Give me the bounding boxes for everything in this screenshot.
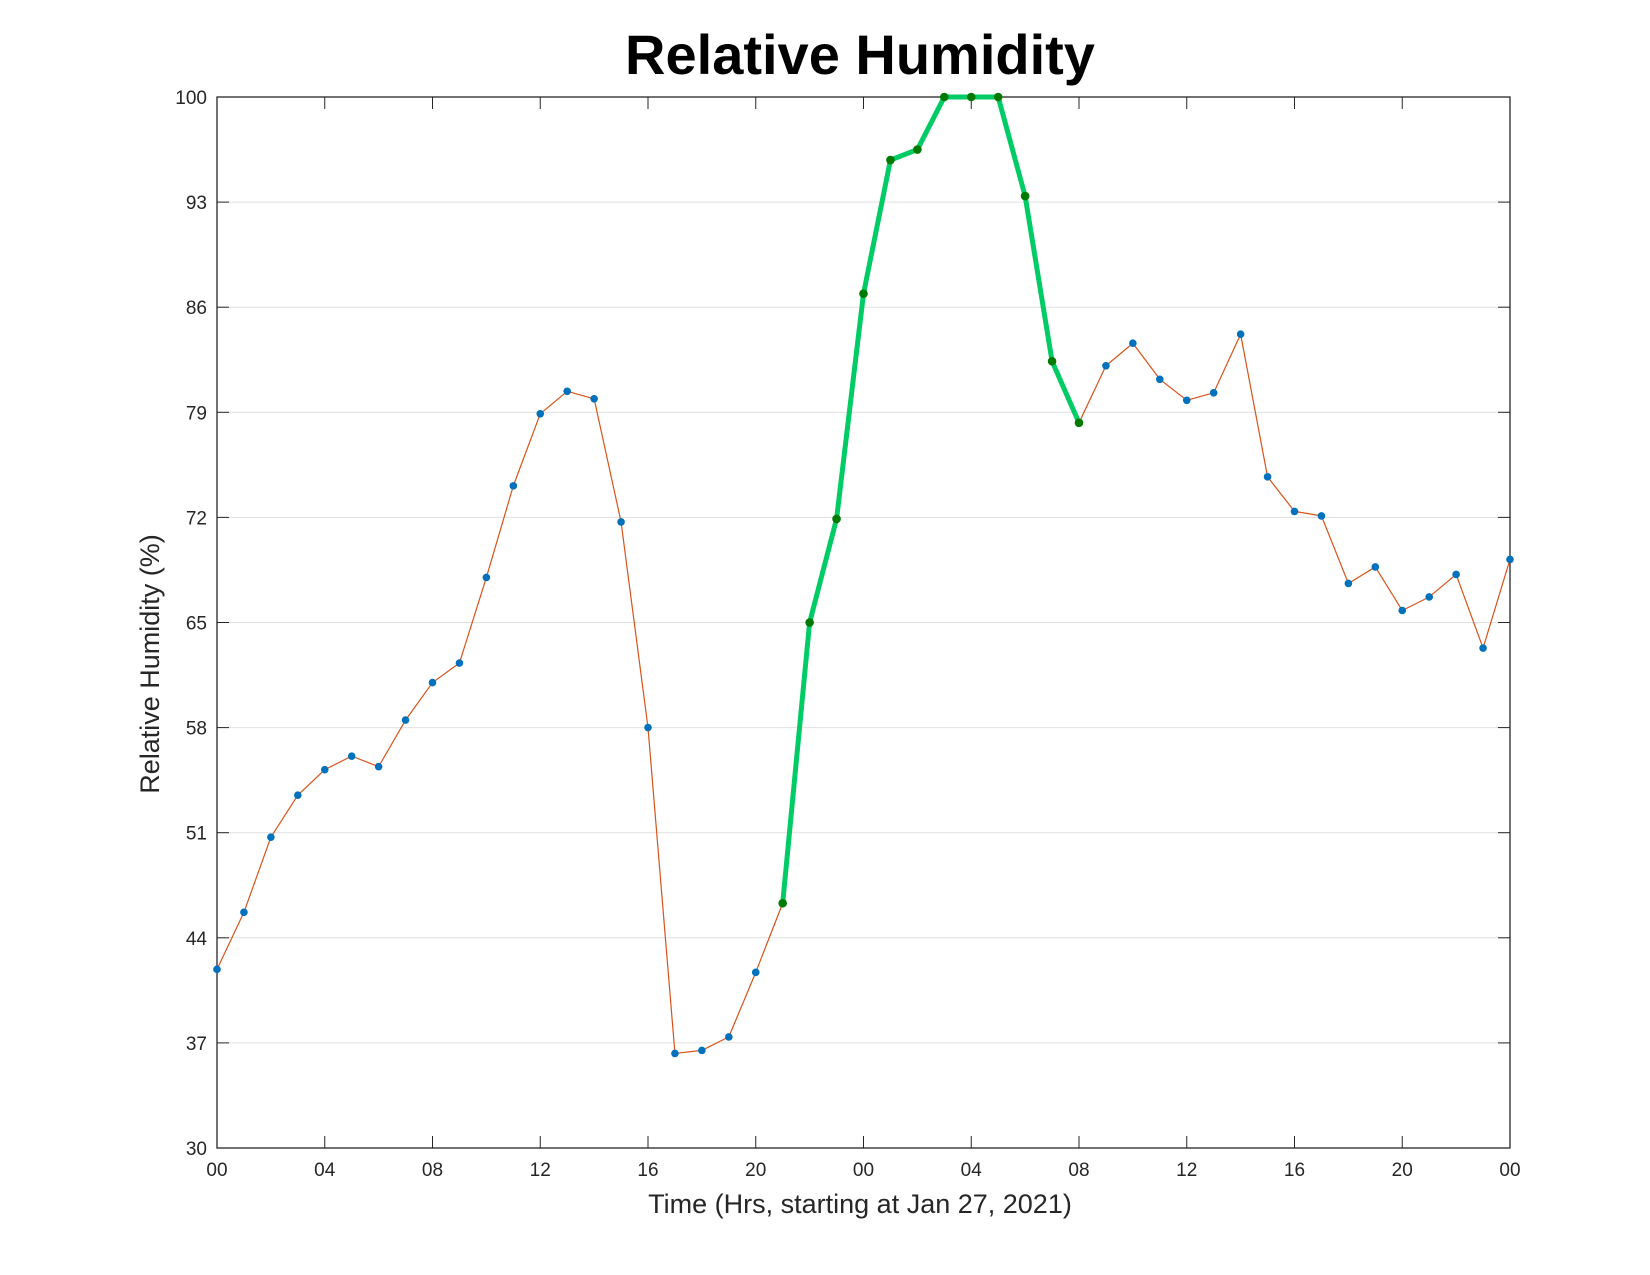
data-point	[1344, 579, 1353, 588]
x-tick-label: 16	[637, 1160, 658, 1181]
y-tick-label: 65	[186, 614, 207, 635]
data-point	[1102, 361, 1110, 370]
data-point	[1452, 570, 1460, 579]
data-point	[886, 155, 895, 165]
data-point	[428, 678, 437, 687]
chart-text: Relative Humidity Time (Hrs, starting at…	[135, 23, 1095, 1219]
x-tick-label: 00	[206, 1160, 227, 1181]
data-point	[590, 394, 598, 403]
data-point	[1290, 507, 1299, 516]
data-point	[1074, 418, 1084, 428]
chart-title: Relative Humidity	[625, 23, 1095, 86]
y-tick-label: 58	[186, 719, 207, 740]
x-tick-label: 20	[1392, 1160, 1413, 1181]
y-tick-label: 72	[186, 508, 207, 529]
data-point	[859, 289, 868, 298]
data-point	[644, 723, 652, 732]
grid	[217, 201, 1510, 1044]
x-tick-label: 08	[1068, 1160, 1089, 1181]
data-point	[347, 752, 356, 760]
data-point	[966, 92, 976, 102]
plot-frame	[216, 96, 1511, 1149]
y-tick-label: 86	[186, 298, 207, 319]
data-point	[698, 1046, 706, 1055]
data-point	[509, 482, 518, 490]
data-point	[1047, 356, 1057, 366]
data-point	[563, 387, 571, 396]
data-point	[1506, 555, 1514, 564]
series-highlight-line	[780, 94, 1082, 906]
data-point	[320, 765, 329, 774]
data-point	[213, 965, 221, 974]
data-point	[1425, 593, 1433, 601]
x-axis-label: Time (Hrs, starting at Jan 27, 2021)	[648, 1189, 1072, 1219]
data-point	[1156, 375, 1164, 384]
data-point	[1209, 388, 1218, 397]
data-point	[778, 898, 787, 908]
x-tick-label: 00	[1499, 1160, 1520, 1181]
data-point	[751, 968, 760, 977]
data-point	[1479, 644, 1487, 652]
data-point	[1263, 473, 1272, 481]
data-point	[482, 573, 491, 582]
data-point	[267, 833, 275, 842]
data-point	[374, 762, 383, 771]
y-axis-label: Relative Humidity (%)	[135, 534, 165, 794]
y-tick-label: 93	[186, 193, 207, 214]
data-point	[617, 518, 625, 526]
x-tick-label: 08	[422, 1160, 443, 1181]
data-point	[240, 908, 248, 917]
x-tick-label: 12	[1176, 1160, 1197, 1181]
data-point	[993, 92, 1003, 102]
data-point	[401, 716, 410, 724]
data-point	[1020, 191, 1030, 201]
data-point	[671, 1049, 679, 1058]
data-point	[913, 145, 922, 154]
y-tick-label: 79	[186, 403, 207, 424]
axes: 30 37 44 51 58 65 72 79 86 93 100 00 04 08 12 16 20 00 04 0…	[175, 88, 1520, 1181]
x-tick-label: 12	[530, 1160, 551, 1181]
x-tick-label: 04	[314, 1160, 336, 1181]
data-point	[1398, 606, 1407, 615]
y-tick-label: 100	[175, 88, 207, 109]
x-tick-label: 20	[745, 1160, 766, 1181]
data-point	[1129, 339, 1137, 348]
x-tick-label: 16	[1284, 1160, 1305, 1181]
data-point	[455, 659, 464, 667]
data-point	[940, 92, 949, 102]
series-highlight	[778, 92, 1084, 908]
y-tick-label: 51	[186, 824, 207, 845]
plot-series	[213, 92, 1514, 1058]
y-tick-label: 30	[186, 1139, 207, 1160]
data-point	[725, 1033, 733, 1041]
x-tick-label: 00	[853, 1160, 874, 1181]
data-point	[1236, 330, 1245, 339]
data-point	[1182, 396, 1191, 405]
data-point	[805, 618, 814, 627]
y-tick-label: 44	[186, 929, 208, 950]
data-point	[832, 514, 841, 524]
data-point	[294, 791, 302, 799]
x-tick-label: 04	[961, 1160, 983, 1181]
data-point	[1371, 563, 1380, 571]
y-tick-label: 37	[186, 1034, 207, 1055]
data-point	[1317, 512, 1326, 520]
data-point	[536, 410, 545, 418]
